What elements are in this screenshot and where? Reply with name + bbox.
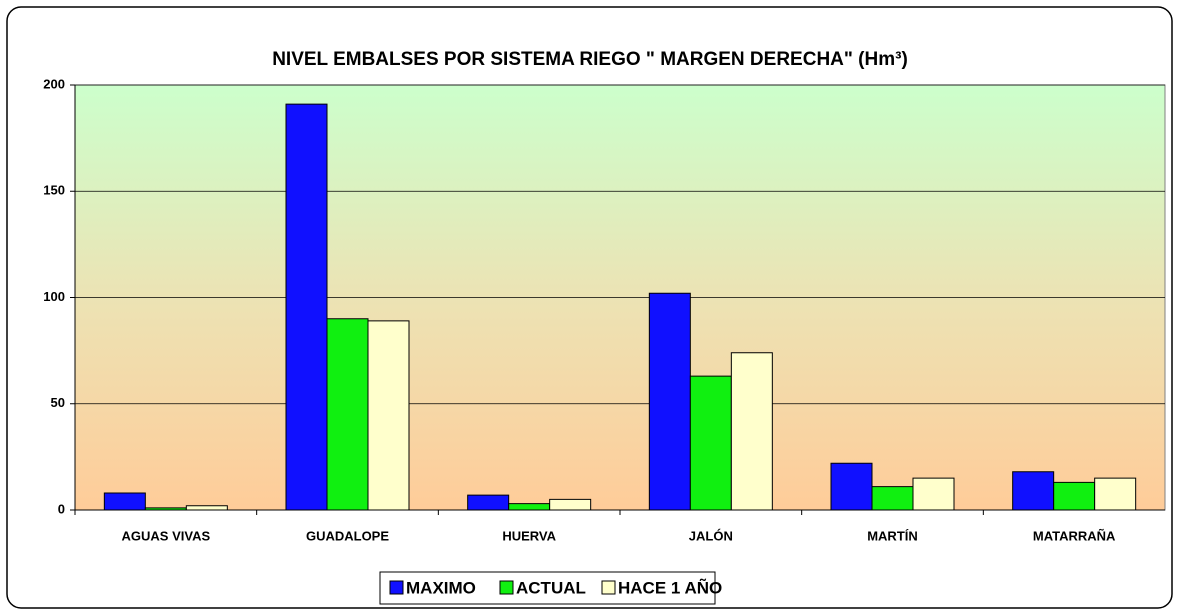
bar (1012, 471, 1055, 511)
bar (285, 103, 328, 511)
y-tick-label: 0 (58, 501, 65, 516)
bar (185, 505, 228, 511)
bar (103, 492, 146, 511)
y-tick-label: 100 (43, 289, 65, 304)
bar (508, 503, 551, 511)
legend-label: HACE 1 AÑO (618, 577, 722, 597)
bar (467, 494, 510, 511)
y-tick-label: 200 (43, 76, 65, 91)
bar (1053, 481, 1096, 511)
y-tick-label: 50 (51, 395, 65, 410)
legend: MAXIMO ACTUAL HACE 1 AÑO (379, 571, 722, 605)
bar (367, 320, 410, 511)
chart-title: NIVEL EMBALSES POR SISTEMA RIEGO " MARGE… (272, 49, 908, 70)
legend-swatch (601, 580, 616, 595)
x-tick-label: GUADALOPE (306, 528, 389, 543)
bar (1094, 477, 1137, 511)
bar (689, 375, 732, 511)
bar (549, 498, 592, 511)
bar (648, 292, 691, 511)
x-tick-label: MATARRAÑA (1033, 528, 1116, 543)
legend-box (379, 571, 716, 605)
legend-label: ACTUAL (516, 578, 586, 597)
x-tick-label: AGUAS VIVAS (122, 528, 211, 543)
bar (830, 462, 873, 511)
bar (871, 486, 914, 511)
legend-label: MAXIMO (406, 578, 476, 597)
legend-swatch (499, 580, 514, 595)
bar (912, 477, 955, 511)
y-tick-label: 150 (43, 183, 65, 198)
x-tick-label: JALÓN (689, 528, 733, 543)
bar (730, 352, 773, 511)
legend-swatch (389, 580, 404, 595)
bar (326, 318, 369, 511)
x-tick-label: HUERVA (502, 528, 556, 543)
x-tick-label: MARTÍN (867, 528, 918, 543)
